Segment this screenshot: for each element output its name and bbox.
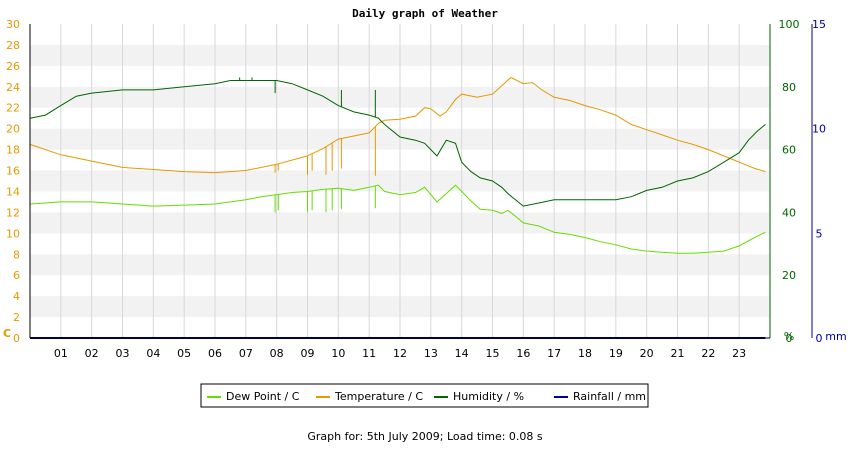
series-line-1 [29,76,766,174]
axes [29,24,813,339]
x-tick-label: 18 [578,347,592,360]
humidity-tick-label: 80 [782,81,796,94]
x-tick-label: 16 [516,347,530,360]
left-tick-label: 14 [6,185,20,198]
left-tick-label: 12 [6,206,20,219]
rainfall-tick-label: 15 [812,18,826,31]
humidity-tick-label: 40 [782,206,796,219]
rainfall-axis-unit: mm [825,330,846,343]
x-tick-label: 08 [270,347,284,360]
x-tick-label: 13 [424,347,438,360]
x-tick-label: 20 [640,347,654,360]
x-tick-label: 17 [547,347,561,360]
x-tick-label: 06 [208,347,222,360]
left-tick-label: 26 [6,60,20,73]
humidity-tick-label: 60 [782,144,796,157]
rainfall-tick-label: 5 [816,227,823,240]
rainfall-tick-label: 0 [816,332,823,345]
x-tick-label: 03 [116,347,130,360]
x-tick-label: 12 [393,347,407,360]
x-tick-label: 02 [85,347,99,360]
x-tick-label: 23 [732,347,746,360]
left-tick-label: 18 [6,144,20,157]
x-tick-label: 22 [701,347,715,360]
rainfall-axis-ticks: 0 5 10 15 [812,18,826,345]
x-tick-label: 05 [177,347,191,360]
legend-label: Dew Point / C [226,390,300,403]
legend: Dew Point / C Temperature / C Humidity / %… [200,383,649,408]
left-tick-label: 24 [6,81,20,94]
legend-label: Humidity / % [453,390,524,403]
humidity-tick-label: 100 [779,18,800,31]
left-tick-label: 4 [13,290,20,303]
x-tick-label: 01 [54,347,68,360]
left-tick-label: 10 [6,227,20,240]
x-tick-label: 19 [609,347,623,360]
vertical-gridlines [60,24,740,338]
rainfall-tick-label: 10 [812,123,826,136]
footer-info: Graph for: 5th July 2009; Load time: 0.0… [307,430,543,443]
x-tick-label: 15 [486,347,500,360]
x-axis-ticks: 01 02 03 04 05 06 07 08 09 10 11 12 13 14 15 16 17 18 19 20… [54,347,746,360]
left-tick-label: 22 [6,102,20,115]
humidity-axis-unit: % [784,330,794,343]
legend-label: Rainfall / mm [573,390,646,403]
legend-box [200,383,649,408]
left-tick-label: 6 [13,269,20,282]
x-tick-label: 10 [331,347,345,360]
chart-title: Daily graph of Weather [352,7,498,20]
left-tick-label: 20 [6,123,20,136]
series-line-2 [29,80,766,207]
x-tick-label: 07 [239,347,253,360]
left-tick-label: 30 [6,18,20,31]
left-tick-label: 0 [13,332,20,345]
humidity-axis-ticks: 0 20 40 60 80 100 [779,18,800,345]
left-tick-label: 16 [6,165,20,178]
left-axis-unit: C [3,327,11,340]
legend-label: Temperature / C [334,390,423,403]
x-tick-label: 09 [301,347,315,360]
x-tick-label: 04 [146,347,160,360]
humidity-tick-label: 20 [782,269,796,282]
left-tick-label: 2 [13,311,20,324]
humidity-tick-label: 0 [786,332,793,345]
x-tick-label: 11 [362,347,376,360]
left-tick-label: 28 [6,39,20,52]
series-line-0 [29,184,766,254]
x-tick-label: 14 [455,347,469,360]
left-tick-label: 8 [13,248,20,261]
x-tick-label: 21 [671,347,685,360]
